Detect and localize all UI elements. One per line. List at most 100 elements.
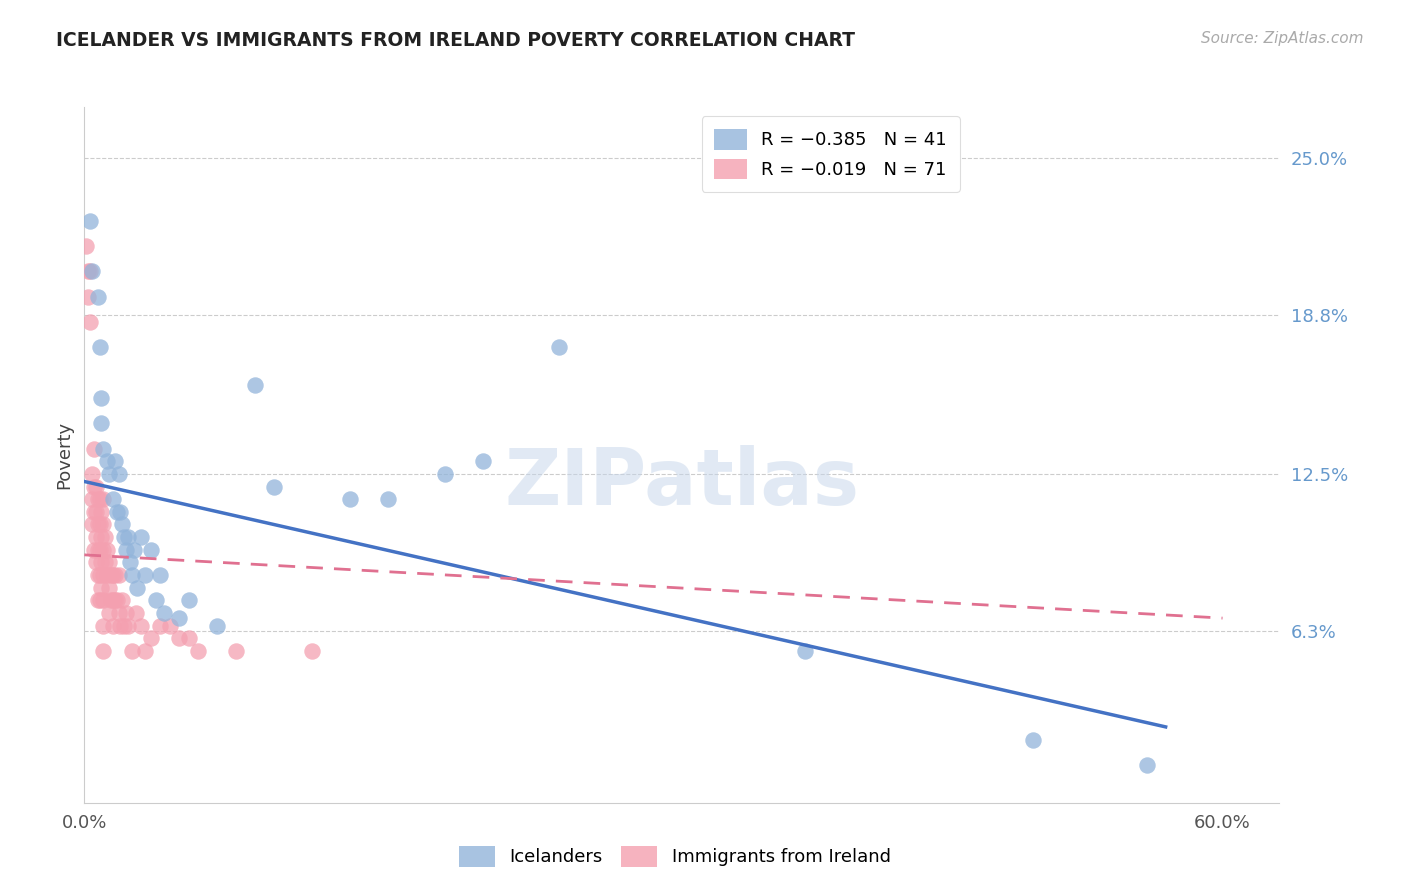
Point	[110, 618, 132, 632]
Point	[104, 593, 127, 607]
Y-axis label: Poverty: Poverty	[55, 421, 73, 489]
Text: ICELANDER VS IMMIGRANTS FROM IRELAND POVERTY CORRELATION CHART: ICELANDER VS IMMIGRANTS FROM IRELAND POV…	[56, 31, 855, 50]
Point	[243, 378, 266, 392]
Point	[91, 568, 114, 582]
Point	[96, 454, 118, 468]
Point	[101, 568, 124, 582]
Point	[80, 492, 103, 507]
Point	[100, 568, 122, 582]
Point	[101, 618, 124, 632]
Point	[77, 290, 100, 304]
Point	[115, 542, 138, 557]
Point	[94, 556, 117, 570]
Point	[89, 568, 111, 582]
Point	[98, 581, 121, 595]
Point	[263, 479, 285, 493]
Point	[107, 467, 129, 481]
Point	[127, 581, 149, 595]
Point	[91, 517, 114, 532]
Point	[90, 530, 112, 544]
Point	[339, 492, 361, 507]
Point	[377, 492, 399, 507]
Point	[90, 505, 112, 519]
Point	[80, 517, 103, 532]
Point	[547, 340, 569, 354]
Point	[101, 492, 124, 507]
Point	[111, 517, 134, 532]
Point	[129, 618, 152, 632]
Point	[115, 606, 138, 620]
Legend: Icelanders, Immigrants from Ireland: Icelanders, Immigrants from Ireland	[451, 838, 898, 874]
Point	[83, 442, 105, 456]
Point	[79, 264, 101, 278]
Point	[301, 644, 323, 658]
Point	[159, 618, 181, 632]
Point	[167, 632, 190, 646]
Point	[1022, 732, 1045, 747]
Point	[90, 417, 112, 431]
Point	[121, 644, 143, 658]
Point	[149, 618, 172, 632]
Point	[134, 568, 156, 582]
Point	[145, 593, 167, 607]
Point	[107, 568, 129, 582]
Point	[104, 568, 127, 582]
Point	[104, 454, 127, 468]
Point	[96, 568, 118, 582]
Point	[91, 542, 114, 557]
Point	[91, 644, 114, 658]
Point	[90, 581, 112, 595]
Point	[98, 606, 121, 620]
Point	[177, 593, 200, 607]
Text: Source: ZipAtlas.com: Source: ZipAtlas.com	[1201, 31, 1364, 46]
Point	[86, 517, 108, 532]
Point	[84, 505, 107, 519]
Point	[122, 542, 145, 557]
Point	[84, 479, 107, 493]
Point	[433, 467, 456, 481]
Point	[118, 556, 141, 570]
Point	[77, 264, 100, 278]
Point	[167, 611, 190, 625]
Point	[89, 593, 111, 607]
Point	[101, 593, 124, 607]
Point	[89, 340, 111, 354]
Point	[90, 556, 112, 570]
Text: ZIPatlas: ZIPatlas	[505, 445, 859, 521]
Point	[90, 391, 112, 405]
Point	[112, 530, 135, 544]
Point	[1136, 757, 1159, 772]
Point	[91, 442, 114, 456]
Point	[205, 618, 228, 632]
Point	[79, 315, 101, 329]
Point	[112, 618, 135, 632]
Point	[117, 530, 139, 544]
Point	[105, 593, 128, 607]
Point	[111, 593, 134, 607]
Point	[96, 542, 118, 557]
Point	[110, 505, 132, 519]
Point	[80, 264, 103, 278]
Point	[84, 530, 107, 544]
Point	[86, 593, 108, 607]
Point	[107, 606, 129, 620]
Point	[91, 618, 114, 632]
Point	[83, 479, 105, 493]
Point	[121, 568, 143, 582]
Point	[75, 239, 97, 253]
Point	[149, 568, 172, 582]
Point	[94, 530, 117, 544]
Point	[89, 517, 111, 532]
Point	[79, 214, 101, 228]
Point	[86, 542, 108, 557]
Point	[83, 542, 105, 557]
Point	[80, 467, 103, 481]
Point	[187, 644, 209, 658]
Point	[134, 644, 156, 658]
Point	[83, 505, 105, 519]
Point	[86, 568, 108, 582]
Point	[100, 593, 122, 607]
Point	[471, 454, 494, 468]
Point	[89, 492, 111, 507]
Point	[794, 644, 817, 658]
